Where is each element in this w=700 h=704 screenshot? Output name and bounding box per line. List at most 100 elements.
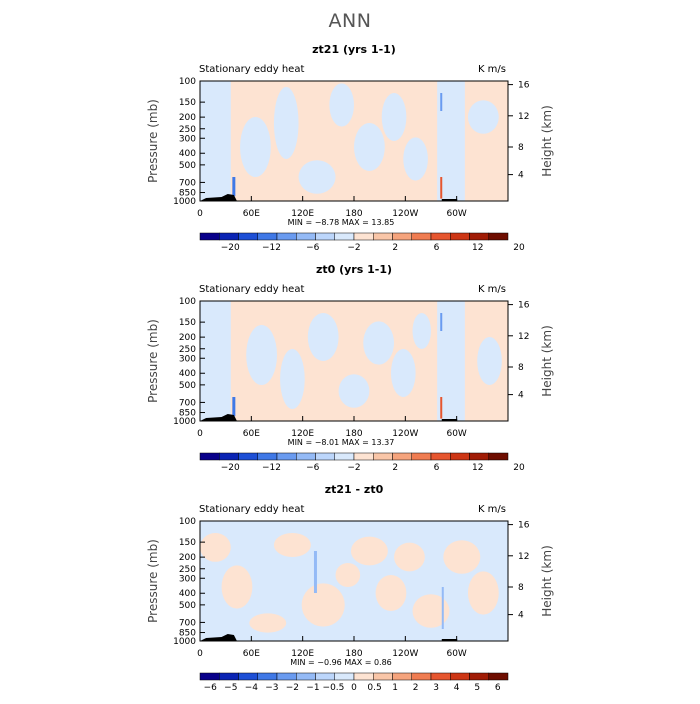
colorbar-cell bbox=[296, 232, 316, 241]
colorbar-label: 2 bbox=[413, 683, 419, 693]
colorbar-label: 20 bbox=[513, 463, 525, 473]
colorbar-cell bbox=[199, 232, 220, 241]
colorbar-label: 2 bbox=[392, 243, 398, 253]
panel-right-label: K m/s bbox=[478, 284, 506, 295]
colorbar-label: 20 bbox=[513, 243, 525, 253]
min-max-stats: MIN = −8.01 MAX = 13.37 bbox=[288, 438, 395, 447]
y-tick-label: 850 bbox=[179, 629, 196, 639]
colorbar-cell bbox=[315, 672, 335, 681]
colorbar-cell bbox=[430, 672, 451, 681]
min-max-stats: MIN = −0.96 MAX = 0.86 bbox=[290, 658, 392, 667]
colorbar-label: −20 bbox=[221, 463, 240, 473]
field-blob bbox=[338, 374, 370, 408]
colorbar-label: −2 bbox=[286, 683, 299, 693]
chart-panel-1: zt21 (yrs 1-1) Stationary eddy heat K m/s 1… bbox=[146, 43, 554, 253]
field-blob bbox=[412, 313, 432, 349]
colorbar-cell bbox=[219, 232, 239, 241]
y-tick-label: 400 bbox=[179, 149, 196, 159]
x-tick-label: 0 bbox=[197, 209, 203, 219]
field-blob bbox=[249, 613, 287, 633]
contour-field bbox=[200, 301, 508, 421]
colorbar-cell bbox=[373, 452, 393, 461]
y-tick-label: 250 bbox=[179, 125, 196, 135]
y-tick-label: 1000 bbox=[173, 637, 196, 647]
y-tick-label: 700 bbox=[179, 398, 196, 408]
field-streak bbox=[441, 587, 444, 629]
y2-tick-label: 16 bbox=[518, 81, 530, 91]
field-blob bbox=[477, 337, 502, 385]
topography bbox=[441, 199, 458, 201]
field-blob bbox=[443, 540, 481, 574]
y-tick-label: 250 bbox=[179, 565, 196, 575]
field-blob bbox=[200, 533, 231, 562]
figure-title: ANN bbox=[328, 10, 372, 32]
colorbar-label: −20 bbox=[221, 243, 240, 253]
y-tick-label: 300 bbox=[179, 574, 196, 584]
field-streak bbox=[232, 397, 236, 417]
x-tick-label: 180 bbox=[345, 649, 362, 659]
x-tick-label: 0 bbox=[197, 649, 203, 659]
colorbar-label: −4 bbox=[245, 683, 259, 693]
y-tick-label: 250 bbox=[179, 345, 196, 355]
colorbar-cell bbox=[488, 672, 509, 681]
topography bbox=[441, 419, 458, 421]
colorbar-cell bbox=[392, 452, 412, 461]
colorbar-label: 6 bbox=[434, 463, 440, 473]
y2-tick-label: 8 bbox=[518, 583, 524, 593]
y2-tick-label: 12 bbox=[518, 552, 529, 562]
y-tick-label: 1000 bbox=[173, 417, 196, 427]
panel-right-label: K m/s bbox=[478, 504, 506, 515]
field-blob bbox=[298, 160, 336, 194]
panel-left-label: Stationary eddy heat bbox=[199, 284, 304, 295]
x-tick-label: 0 bbox=[197, 429, 203, 439]
y-axis-title: Pressure (mb) bbox=[146, 319, 160, 403]
x-tick-label: 120W bbox=[392, 209, 418, 219]
y-tick-label: 300 bbox=[179, 134, 196, 144]
y-tick-label: 500 bbox=[179, 161, 196, 171]
colorbar-label: 3 bbox=[433, 683, 439, 693]
y-tick-label: 150 bbox=[179, 538, 196, 548]
topography bbox=[200, 414, 237, 421]
y-tick-label: 700 bbox=[179, 178, 196, 188]
x-tick-label: 120E bbox=[291, 429, 314, 439]
colorbar-cell bbox=[430, 452, 451, 461]
colorbar-cell bbox=[219, 672, 239, 681]
colorbar-cell bbox=[450, 232, 470, 241]
y2-axis-title: Height (km) bbox=[540, 105, 554, 176]
field-blob bbox=[335, 563, 361, 587]
field-streak bbox=[440, 313, 443, 331]
field-band bbox=[200, 81, 231, 201]
field-blob bbox=[221, 565, 253, 609]
colorbar-cell bbox=[334, 672, 355, 681]
colorbar-label: −5 bbox=[224, 683, 237, 693]
colorbar-cell bbox=[315, 452, 335, 461]
panel-title: zt21 - zt0 bbox=[325, 483, 384, 496]
chart-panel-2: zt0 (yrs 1-1) Stationary eddy heat K m/s 10… bbox=[146, 263, 554, 473]
topography bbox=[441, 639, 458, 641]
colorbar-label: −12 bbox=[262, 463, 281, 473]
x-tick-label: 60E bbox=[243, 209, 260, 219]
field-blob bbox=[301, 583, 345, 627]
y-axis-title: Pressure (mb) bbox=[146, 99, 160, 183]
contour-field bbox=[200, 81, 508, 201]
colorbar-cell bbox=[315, 232, 335, 241]
x-tick-label: 60W bbox=[446, 649, 466, 659]
colorbar-cell bbox=[373, 232, 393, 241]
colorbar-cell bbox=[373, 672, 393, 681]
colorbar-cell bbox=[392, 672, 412, 681]
colorbar-cell bbox=[238, 672, 258, 681]
y-tick-label: 850 bbox=[179, 409, 196, 419]
y-tick-label: 400 bbox=[179, 369, 196, 379]
colorbar-cell bbox=[353, 232, 374, 241]
colorbar-label: −2 bbox=[347, 243, 360, 253]
y-tick-label: 500 bbox=[179, 601, 196, 611]
colorbar-label: −2 bbox=[347, 463, 360, 473]
colorbar-label: −0.5 bbox=[323, 683, 345, 693]
field-streak bbox=[440, 93, 443, 111]
colorbar-cell bbox=[276, 452, 297, 461]
field-blob bbox=[394, 542, 425, 572]
y-tick-label: 100 bbox=[179, 297, 196, 307]
y-tick-label: 100 bbox=[179, 517, 196, 527]
colorbar-label: 12 bbox=[472, 243, 483, 253]
